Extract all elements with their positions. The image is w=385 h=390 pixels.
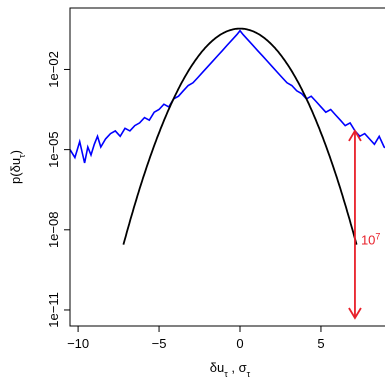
annotation-label: 107 <box>361 231 380 247</box>
y-tick-label: 1e−11 <box>46 292 61 328</box>
plot-frame <box>69 7 385 327</box>
x-tick-label: −5 <box>152 336 167 351</box>
y-axis: 1e−02 1e−05 1e−08 1e−11 <box>46 51 70 328</box>
annotation-layer: 107 <box>348 129 380 320</box>
series-gaussian-line <box>122 27 358 245</box>
series-layer <box>70 27 385 245</box>
annotation-arrowhead-up <box>348 129 362 142</box>
x-tick-label: 0 <box>236 336 243 351</box>
x-axis-label: δuτ , στ <box>210 360 251 379</box>
x-tick-label: −10 <box>67 336 89 351</box>
annotation-arrowhead-down <box>348 307 362 320</box>
y-tick-label: 1e−08 <box>46 212 61 249</box>
series-empirical-line <box>70 29 385 164</box>
x-axis: −10−50510 <box>67 326 325 351</box>
x-tick-label: 5 <box>317 336 324 351</box>
y-tick-label: 1e−02 <box>46 51 61 88</box>
y-tick-label: 1e−05 <box>46 131 61 168</box>
y-axis-label: p(δuτ) <box>8 150 27 184</box>
